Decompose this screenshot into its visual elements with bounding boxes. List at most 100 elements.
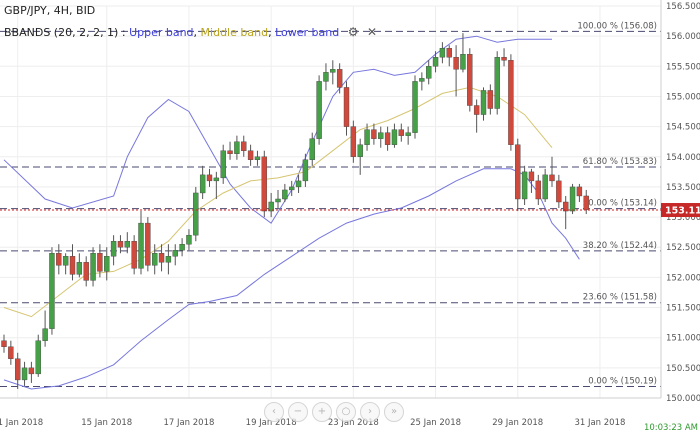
candle-bullish bbox=[220, 144, 226, 184]
fib-level-label: 61.80 % (153.83) bbox=[583, 157, 657, 167]
candle-body bbox=[1, 340, 7, 347]
time-tick-label: 25 Jan 2018 bbox=[410, 418, 461, 428]
candle-body bbox=[364, 129, 370, 145]
candle-body bbox=[268, 201, 274, 212]
candle-body bbox=[357, 144, 363, 157]
candle-body bbox=[261, 156, 267, 212]
candle-body bbox=[234, 141, 240, 154]
candle-bearish bbox=[8, 340, 14, 365]
candle-body bbox=[446, 48, 452, 58]
candle-bullish bbox=[309, 132, 315, 166]
candle-bullish bbox=[289, 180, 295, 196]
candle-body bbox=[90, 253, 96, 281]
candle-body bbox=[35, 340, 41, 375]
candle-bearish bbox=[227, 141, 233, 160]
scroll-right-button[interactable]: › bbox=[360, 402, 380, 422]
price-tick-label: 152.500 bbox=[666, 243, 700, 253]
candle-body bbox=[69, 256, 76, 275]
candle-body bbox=[110, 240, 117, 257]
price-tick-label: 150.000 bbox=[666, 394, 700, 404]
candle-bearish bbox=[117, 235, 124, 254]
gear-icon[interactable]: ⚙ bbox=[347, 25, 359, 39]
zoom-out-button[interactable]: − bbox=[288, 402, 308, 422]
candle-body bbox=[199, 174, 206, 194]
candle-bearish bbox=[549, 156, 555, 187]
price-tick-label: 155.000 bbox=[666, 92, 700, 102]
candle-bullish bbox=[302, 153, 309, 187]
candle-body bbox=[241, 141, 247, 151]
zoom-in-button[interactable]: + bbox=[312, 402, 332, 422]
candle-bullish bbox=[419, 72, 425, 91]
fib-level-label: 100.00 % (156.08) bbox=[577, 21, 657, 31]
price-tick-label: 156.500 bbox=[666, 2, 700, 12]
candle-bearish bbox=[446, 45, 452, 67]
candle-body bbox=[14, 358, 21, 381]
price-axis-background bbox=[661, 0, 700, 436]
candle-bullish bbox=[110, 235, 117, 266]
candle-body bbox=[556, 180, 562, 203]
candle-body bbox=[62, 256, 69, 266]
candle-bearish bbox=[384, 126, 391, 151]
candle-body bbox=[336, 69, 343, 88]
candle-bullish bbox=[35, 334, 41, 377]
candle-body bbox=[21, 367, 28, 381]
instrument-title: GBP/JPY, 4H, BID bbox=[4, 4, 96, 17]
candle-bullish bbox=[234, 135, 240, 160]
time-tick-label: 15 Jan 2018 bbox=[81, 418, 132, 428]
candle-body bbox=[42, 328, 48, 341]
candle-body bbox=[521, 171, 528, 200]
go-to-end-button[interactable]: » bbox=[384, 402, 404, 422]
candle-body bbox=[563, 201, 569, 212]
candle-bullish bbox=[21, 361, 28, 386]
time-tick-label: 11 Jan 2018 bbox=[0, 418, 43, 428]
candle-body bbox=[254, 156, 261, 160]
candle-body bbox=[473, 105, 480, 115]
reset-zoom-button[interactable]: ○ bbox=[336, 402, 356, 422]
candle-bullish bbox=[193, 186, 199, 242]
price-tick-label: 151.000 bbox=[666, 334, 700, 344]
time-tick-label: 23 Jan 2018 bbox=[328, 418, 379, 428]
candle-body bbox=[138, 222, 144, 269]
candle-body bbox=[583, 195, 589, 211]
candle-bearish bbox=[261, 150, 267, 218]
candle-body bbox=[391, 129, 398, 145]
candle-bullish bbox=[439, 42, 446, 64]
candle-bearish bbox=[1, 334, 7, 353]
candle-bullish bbox=[282, 183, 288, 202]
time-tick-label: 19 Jan 2018 bbox=[246, 418, 297, 428]
candle-body bbox=[508, 60, 514, 145]
candle-bullish bbox=[199, 165, 206, 199]
price-tick-label: 150.500 bbox=[666, 364, 700, 374]
candle-body bbox=[8, 346, 14, 360]
candle-body bbox=[384, 132, 391, 145]
candle-bullish bbox=[542, 168, 548, 202]
candle-bullish bbox=[494, 51, 500, 115]
candle-body bbox=[378, 132, 384, 139]
candle-body bbox=[179, 244, 185, 251]
candle-bullish bbox=[275, 189, 281, 209]
price-tag-label: 153.117 bbox=[665, 206, 700, 217]
scroll-left-button[interactable]: ‹ bbox=[264, 402, 284, 422]
candle-body bbox=[117, 240, 124, 248]
candle-bearish bbox=[453, 45, 459, 97]
time-tick-label: 31 Jan 2018 bbox=[574, 418, 625, 428]
time-tick-label: 29 Jan 2018 bbox=[492, 418, 543, 428]
candle-body bbox=[56, 253, 62, 266]
candle-bullish bbox=[213, 171, 220, 199]
candle-bullish bbox=[254, 150, 261, 166]
candle-body bbox=[542, 174, 548, 200]
candle-bearish bbox=[241, 135, 247, 157]
legend-middle-band: Middle band bbox=[200, 26, 269, 39]
candle-body bbox=[528, 171, 535, 182]
legend-lower-band: Lower band bbox=[275, 26, 340, 39]
candle-bullish bbox=[295, 174, 302, 193]
candle-body bbox=[289, 186, 295, 191]
close-icon[interactable]: ✕ bbox=[366, 25, 378, 39]
candle-body bbox=[186, 234, 192, 245]
candle-bearish bbox=[515, 138, 521, 212]
fibonacci-retracement: 100.00 % (156.08) 61.80 % (153.83) 50.00 %… bbox=[0, 21, 661, 388]
fib-level-label: 38.20 % (152.44) bbox=[583, 241, 657, 251]
candle-bearish bbox=[56, 244, 62, 275]
